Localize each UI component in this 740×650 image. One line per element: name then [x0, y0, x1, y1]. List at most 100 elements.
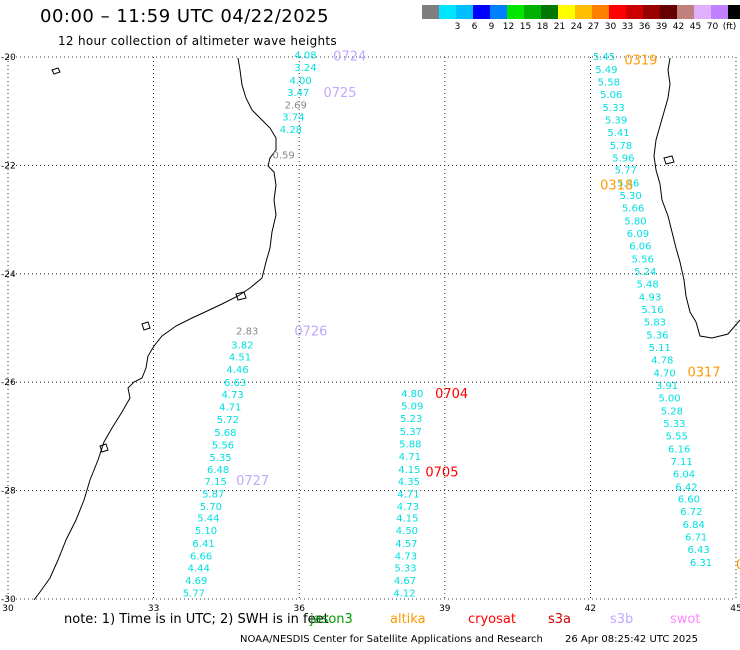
- wave-height-value: 5.23: [400, 414, 422, 425]
- wave-height-value: 5.70: [200, 502, 222, 513]
- wave-height-value: 6.31: [690, 558, 712, 569]
- wave-height-value: 5.35: [209, 453, 231, 464]
- latitude-tick-label: -26: [1, 378, 16, 388]
- wave-height-value: 5.56: [212, 441, 234, 452]
- pass-time-label: 0319: [624, 54, 657, 69]
- colorbar-label: 70: [706, 22, 719, 32]
- wave-height-value: 6.43: [687, 545, 709, 556]
- wave-height-value: 5.06: [600, 90, 622, 101]
- latitude-tick-label: -22: [1, 161, 16, 171]
- colorbar-swatch: [507, 5, 524, 19]
- latitude-tick-label: -28: [1, 487, 16, 497]
- colorbar-swatch: [694, 5, 711, 19]
- axis-ticks: 30 33 36 39 42 45 -20 -22 -24 -26 -28 -30: [1, 53, 740, 614]
- satellite-pass-labels: 0724 0725 0726 0727 0704 0705 0319 0318 0317 0: [236, 49, 740, 572]
- colorbar-label: 6: [471, 22, 478, 32]
- wave-height-value: 5.33: [603, 103, 625, 114]
- wave-height-value: 0.59: [273, 151, 295, 162]
- wave-height-value: 4.71: [399, 452, 421, 463]
- wave-height-value: 5.28: [661, 406, 683, 417]
- wave-height-value: 5.66: [622, 204, 644, 215]
- wave-height-value: 3.47: [287, 88, 309, 99]
- wave-height-value: 4.46: [226, 365, 248, 376]
- latitude-tick-label: -20: [1, 53, 16, 63]
- wave-height-value: 5.68: [214, 428, 236, 439]
- legend-item-swot: swot: [670, 612, 701, 627]
- africa-coastline: [33, 57, 277, 601]
- wave-height-value: 5.16: [641, 305, 663, 316]
- longitude-tick-label: 33: [148, 604, 159, 614]
- legend-item-cryosat: cryosat: [468, 612, 516, 627]
- wave-height-value: 4.73: [395, 552, 417, 563]
- wave-height-value: 4.78: [651, 355, 673, 366]
- colorbar-label: (ft): [722, 22, 737, 32]
- wave-height-value: 5.96: [612, 153, 634, 164]
- colorbar-swatch: [609, 5, 626, 19]
- wave-height-value: 4.35: [398, 477, 420, 488]
- colorbar-label: 3: [454, 22, 461, 32]
- wave-height-value: 4.57: [395, 539, 417, 550]
- longitude-tick-label: 39: [439, 604, 451, 614]
- colorbar-label: 21: [553, 22, 566, 32]
- map-title: 00:00 – 11:59 UTC 04/22/2025: [40, 6, 330, 27]
- wave-height-value: 4.67: [394, 576, 416, 587]
- colorbar-label: 45: [689, 22, 702, 32]
- wave-height-values: 4.08 3.24 4.003.47 2.693.744.28 0.59 2.83 3.82…: [183, 50, 712, 599]
- island-2: [99, 443, 109, 453]
- wave-height-value: 5.58: [598, 77, 620, 88]
- wave-height-value: 5.77: [183, 588, 205, 599]
- wave-height-value: 3.24: [294, 63, 316, 74]
- colorbar-label: 30: [604, 22, 617, 32]
- pass-time-label: 0726: [294, 325, 327, 340]
- wave-height-value: 2.69: [285, 101, 307, 112]
- colorbar-label: 36: [638, 22, 651, 32]
- wave-height-value: 5.09: [401, 402, 423, 413]
- wave-height-value: 4.70: [653, 368, 675, 379]
- wave-height-value: 5.30: [620, 191, 642, 202]
- wave-height-value: 4.15: [396, 514, 418, 525]
- wave-height-value: 4.73: [222, 390, 244, 401]
- colorbar-swatch: [626, 5, 643, 19]
- colorbar-label: 24: [570, 22, 583, 32]
- colorbar-swatch: [422, 5, 439, 19]
- colorbar-label: 33: [621, 22, 634, 32]
- wave-height-value: 5.49: [595, 65, 617, 76]
- wave-height-value: 6.48: [207, 465, 229, 476]
- pass-time-label: 0725: [323, 86, 356, 101]
- colorbar-label: 18: [536, 22, 549, 32]
- colorbar-swatch: [660, 5, 677, 19]
- credit-text: NOAA/NESDIS Center for Satellite Applica…: [240, 634, 543, 645]
- latitude-tick-label: -24: [1, 270, 16, 280]
- pass-time-label: 0318: [600, 178, 633, 193]
- pass-time-label: 0704: [435, 387, 468, 402]
- wave-height-value: 4.80: [401, 389, 423, 400]
- colorbar-swatch: [592, 5, 609, 19]
- units-note: note: 1) Time is in UTC; 2) SWH is in fe…: [64, 612, 329, 627]
- island-4: [663, 155, 675, 165]
- wave-height-value: 4.44: [188, 564, 210, 575]
- colorbar-label: 39: [655, 22, 668, 32]
- wave-height-value: 5.87: [202, 489, 224, 500]
- wave-height-value: 4.71: [397, 489, 419, 500]
- colorbar-swatch: [558, 5, 575, 19]
- wave-height-value: 4.00: [289, 76, 311, 87]
- wave-height-value: 6.60: [678, 495, 700, 506]
- legend-item-s3b: s3b: [610, 612, 634, 627]
- longitude-tick-label: 36: [293, 604, 305, 614]
- longitude-tick-label: 45: [730, 604, 740, 614]
- colorbar-swatch: [456, 5, 473, 19]
- wave-height-value: 4.15: [398, 465, 420, 476]
- wave-height-value: 5.24: [634, 267, 656, 278]
- colorbar-label: 15: [519, 22, 532, 32]
- wave-height-value: 4.93: [639, 293, 661, 304]
- wave-height-value: 5.78: [610, 141, 632, 152]
- wave-height-value: 5.33: [663, 419, 685, 430]
- wave-height-value: 6.66: [190, 552, 212, 563]
- generated-timestamp: 26 Apr 08:25:42 UTC 2025: [565, 634, 698, 645]
- wave-height-value: 4.69: [185, 576, 207, 587]
- coastline: [33, 57, 740, 601]
- map-subtitle: 12 hour collection of altimeter wave hei…: [58, 34, 337, 48]
- wave-height-value: 5.10: [195, 526, 217, 537]
- longitude-tick-label: 42: [585, 604, 596, 614]
